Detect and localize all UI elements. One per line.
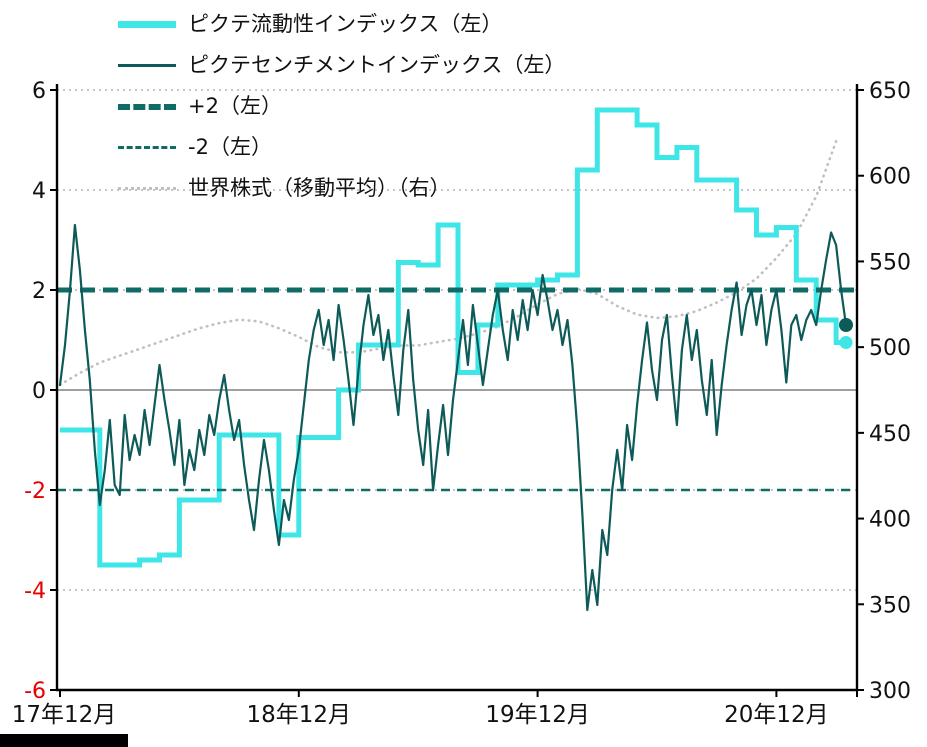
series-sentiment xyxy=(58,223,848,612)
x-axis-label: 17年12月 xyxy=(12,702,117,728)
legend-label-world-equity: 世界株式（移動平均）（右） xyxy=(188,176,451,200)
dashed-thick-swatch-icon xyxy=(118,103,176,110)
right-axis-tick-label: 500 xyxy=(869,336,911,361)
legend-item-world-equity: 世界株式（移動平均）（右） xyxy=(118,168,565,209)
x-axis-label: 20年12月 xyxy=(724,702,829,728)
cyan-line-swatch-icon xyxy=(118,21,176,28)
teal-line-swatch-icon xyxy=(118,64,176,67)
footer-bar xyxy=(0,734,128,747)
legend-item-plus2: +2（左） xyxy=(118,86,565,127)
left-axis-tick-label: -2 xyxy=(24,479,46,504)
x-axis-label: 19年12月 xyxy=(485,702,590,728)
right-axis-tick-label: 450 xyxy=(869,422,911,447)
right-axis-tick-label: 650 xyxy=(869,79,911,104)
left-axis-tick-label: 2 xyxy=(32,279,46,304)
right-axis-tick-label: 600 xyxy=(869,165,911,190)
right-axis-tick-label: 350 xyxy=(869,593,911,618)
chart-legend: ピクテ流動性インデックス（左） ピクテセンチメントインデックス（左） +2（左）… xyxy=(118,4,565,209)
right-axis-tick-label: 550 xyxy=(869,250,911,275)
left-axis-tick-label: 6 xyxy=(32,79,46,104)
series-world-equity xyxy=(58,140,838,387)
legend-label-plus2: +2（左） xyxy=(188,94,282,118)
dashed-thin-swatch-icon xyxy=(118,146,176,149)
legend-label-minus2: -2（左） xyxy=(188,135,272,159)
left-axis-tick-label: 4 xyxy=(32,179,46,204)
legend-item-minus2: -2（左） xyxy=(118,127,565,168)
right-axis-tick-label: 400 xyxy=(869,508,911,533)
legend-item-sentiment: ピクテセンチメントインデックス（左） xyxy=(118,45,565,86)
left-axis-tick-label: -4 xyxy=(24,579,46,604)
legend-item-liquidity: ピクテ流動性インデックス（左） xyxy=(118,4,565,45)
end-marker-dot xyxy=(839,336,853,349)
right-axis-tick-label: 300 xyxy=(869,679,911,704)
left-axis-tick-label: 0 xyxy=(32,379,46,404)
legend-label-sentiment: ピクテセンチメントインデックス（左） xyxy=(188,53,566,77)
legend-label-liquidity: ピクテ流動性インデックス（左） xyxy=(188,12,503,36)
x-axis-label: 18年12月 xyxy=(247,702,352,728)
left-axis-tick-label: -6 xyxy=(24,679,46,704)
end-marker-dot xyxy=(839,318,853,332)
gray-dotted-swatch-icon xyxy=(118,187,176,190)
